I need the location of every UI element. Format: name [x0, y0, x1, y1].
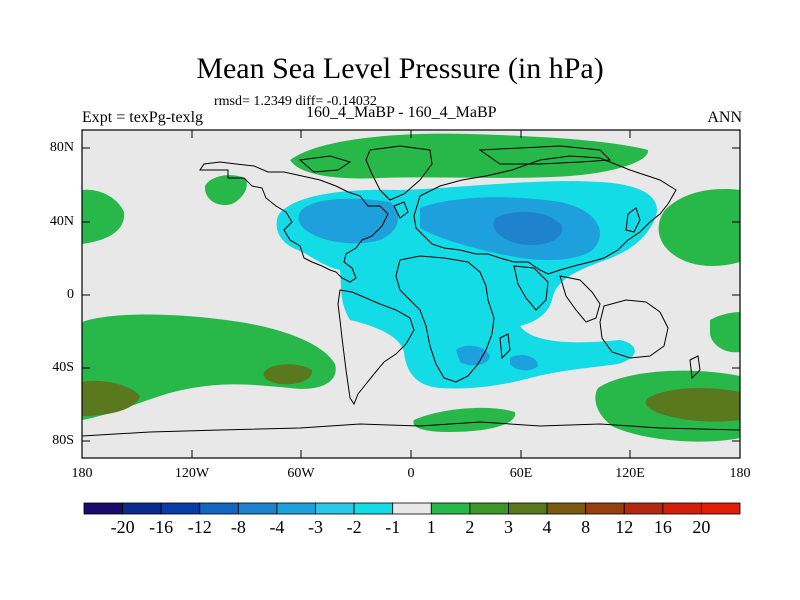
- north-pacific-east-green-region: [658, 189, 740, 266]
- atlantic-blue-region: [298, 198, 399, 244]
- southeast-dark-green: [645, 388, 740, 422]
- experiment-label: Expt = texPg-texlg: [82, 109, 204, 126]
- lat-tick-label: 80S: [52, 433, 74, 448]
- lon-tick-label: 60E: [509, 466, 533, 481]
- alaska-green-region: [204, 175, 247, 206]
- colorbar-label: 3: [503, 517, 513, 537]
- colorbar-label: 2: [465, 517, 475, 537]
- comparison-label: 160_4_MaBP - 160_4_MaBP: [306, 104, 497, 121]
- colorbar-box: [623, 502, 664, 515]
- north-pacific-west-green-region: [82, 189, 125, 244]
- greenland-outline: [365, 145, 433, 201]
- rmsd-diff-stats: rmsd= 1.2349 diff= -0.14032: [214, 94, 377, 109]
- colorbar-label: 16: [653, 517, 672, 537]
- colorbar-box: [508, 502, 548, 515]
- australia-outline: [599, 299, 669, 359]
- colorbar-label: 12: [615, 517, 634, 537]
- antarctica-outline: [82, 421, 740, 437]
- colorbar-box: [353, 502, 394, 515]
- colorbar-label: -8: [230, 517, 246, 537]
- colorbar-box: [392, 502, 432, 515]
- colorbar-label: 1: [426, 517, 436, 537]
- colorbar-label: 8: [581, 517, 591, 537]
- colorbar-box: [430, 502, 471, 515]
- colorbar-label: -3: [308, 517, 324, 537]
- colorbar-label: -2: [346, 517, 362, 537]
- lon-tick-label: 120W: [174, 466, 210, 481]
- southeast-asia-outline: [559, 275, 601, 323]
- lon-tick-label: 120E: [615, 466, 645, 481]
- uk-outline: [393, 201, 409, 219]
- lon-tick-label: 60W: [287, 466, 315, 481]
- lat-tick-label: 0: [67, 287, 74, 302]
- axis-ticks: [81, 130, 741, 458]
- lon-tick-label: 0: [407, 466, 415, 481]
- colorbar-label: 20: [692, 517, 711, 537]
- arctic-archipelago-outline: [298, 155, 352, 173]
- indian-ocean-blue-region: [510, 355, 538, 371]
- colorbar-box: [160, 502, 201, 515]
- colorbar-label: -4: [269, 517, 285, 537]
- colorbar-box: [237, 502, 278, 515]
- lat-tick-label: 40N: [49, 214, 74, 229]
- south-america-outline: [337, 289, 415, 406]
- lat-tick-label: 80N: [49, 140, 74, 155]
- japan-outline: [625, 207, 641, 233]
- africa-outline: [395, 255, 495, 383]
- madagascar-outline: [499, 333, 511, 360]
- colorbar-box: [701, 502, 741, 515]
- colorbar-box: [276, 502, 316, 515]
- colorbar-box: [469, 502, 509, 515]
- colorbar-box: [83, 502, 123, 515]
- map-title: Mean Sea Level Pressure (in hPa): [196, 52, 604, 85]
- south-pacific-dark-green: [263, 364, 313, 385]
- south-pacific-green-region: [82, 314, 336, 420]
- colorbar-box: [122, 502, 162, 515]
- siberia-deep-blue-region: [493, 211, 563, 246]
- colorbar-box: [662, 502, 702, 515]
- north-america-outline: [199, 161, 389, 283]
- siberian-islands-outline: [478, 145, 612, 165]
- colorbar-box: [315, 502, 355, 515]
- season-label: ANN: [707, 109, 742, 126]
- arctic-green-region: [290, 133, 649, 179]
- colorbar-label: -1: [385, 517, 401, 537]
- india-outline: [513, 265, 549, 311]
- colorbar-box: [199, 502, 239, 515]
- lon-tick-label: 180: [729, 466, 751, 481]
- lon-tick-label: 180: [71, 466, 93, 481]
- southern-africa-blue-region: [456, 345, 490, 366]
- colorbar-label: -12: [187, 517, 212, 537]
- lat-tick-label: 40S: [52, 360, 74, 375]
- colorbar-box: [546, 502, 587, 515]
- right-edge-green-region: [710, 312, 740, 353]
- eurasia-outline: [413, 155, 677, 275]
- new-zealand-outline: [689, 355, 701, 380]
- colorbar-box: [585, 502, 625, 515]
- southwest-dark-green: [82, 380, 140, 416]
- coastlines: [82, 145, 740, 437]
- colorbar-label: -16: [149, 517, 174, 537]
- colorbar: [83, 502, 741, 515]
- colorbar-label: -20: [110, 517, 135, 537]
- colorbar-label: 4: [542, 517, 552, 537]
- south-indian-green-region: [413, 407, 516, 432]
